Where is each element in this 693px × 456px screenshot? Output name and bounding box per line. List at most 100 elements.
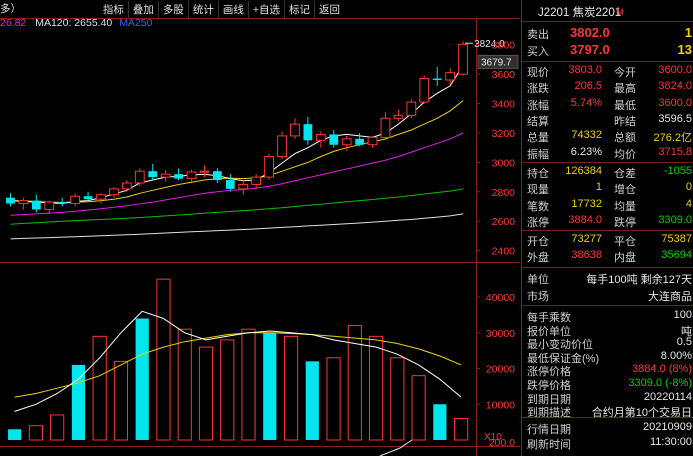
- chart-top-bar: 多） 指标 叠加 多股 统计 画线 +自选 标记 返回: [0, 0, 520, 18]
- indicator-button[interactable]: 指标: [102, 4, 124, 16]
- candle-body: [380, 117, 391, 138]
- statistics-button[interactable]: 统计: [187, 1, 218, 18]
- ma5-line: [10, 65, 464, 205]
- spec-value: 3884.0 (8%): [632, 363, 692, 376]
- candle-body: [186, 171, 197, 180]
- volume-bar: [113, 360, 129, 441]
- stat-label: 涨跌: [527, 83, 549, 96]
- candle-body: [290, 123, 300, 137]
- flow-stat-row: 开仓 73277 平仓 75387: [522, 233, 693, 248]
- spec-value: 20210909: [643, 421, 692, 433]
- spec-value: 100: [673, 309, 692, 321]
- stat-label: 振幅: [527, 148, 549, 161]
- contract-spec-row: 到期描述 合约月第10个交易日: [522, 404, 693, 419]
- quote-stat-row: 振幅 6.23% 均价 3715.8: [522, 146, 693, 161]
- indicator-line: [379, 439, 413, 456]
- volume-bar: [326, 357, 341, 441]
- candle-body: [458, 43, 468, 75]
- candle-body: [70, 195, 81, 205]
- price-axis: 3800 3600 3400 3200 3000 2800 2600 2400 40000 300…: [476, 40, 519, 449]
- spec-label: 到期日期: [527, 393, 571, 406]
- divider: [522, 305, 693, 306]
- add-watchlist-button[interactable]: +自选: [247, 1, 284, 18]
- position-stat-row: 涨停 3884.0 跌停 3309.0: [522, 214, 693, 229]
- volume-bar: [92, 335, 107, 441]
- volume-bar: [263, 332, 277, 440]
- spec-value: 11:30:00: [649, 436, 692, 448]
- spec-value: 吨: [681, 325, 692, 338]
- ma120-line: [10, 213, 464, 240]
- volume-bar: [411, 375, 426, 441]
- spec-label: 最低保证金(%): [527, 352, 600, 365]
- draw-line-button[interactable]: 画线: [217, 1, 248, 18]
- price-tick-label: 3200: [492, 128, 516, 140]
- candle-body: [367, 136, 378, 146]
- stat-value: 3715.8: [658, 145, 692, 158]
- candle-body: [109, 188, 119, 196]
- divider: [522, 267, 693, 268]
- back-label[interactable]: 多）: [0, 3, 21, 15]
- spec-value: 3309.0 (-8%): [628, 377, 692, 389]
- stat-value: 206.5: [574, 80, 602, 93]
- quote-footer-row: 行情日期 20210909: [522, 421, 693, 436]
- candle-body: [406, 101, 417, 116]
- contract-spec-row: 跌停价格 3309.0 (-8%): [522, 377, 693, 392]
- volume-bar: [454, 418, 469, 441]
- mark-button[interactable]: 标记: [284, 1, 314, 18]
- back-button[interactable]: 返回: [314, 1, 344, 18]
- candle-body: [121, 182, 132, 190]
- candle-body: [432, 78, 442, 81]
- contract-title-row: J2201 焦炭2201 M: [522, 4, 693, 19]
- stat-value: 3309.0: [658, 213, 692, 226]
- quote-stat-row: 总量 74332 总额 276.2亿: [522, 129, 693, 144]
- spec-label: 单位: [527, 274, 549, 286]
- stat-label: 外盘: [527, 252, 549, 265]
- candle-body: [57, 202, 67, 204]
- stat-label: 昨结: [614, 115, 636, 128]
- stat-label: 涨停: [527, 216, 549, 229]
- divider: [522, 21, 693, 22]
- volume-tick-label: 20000: [486, 364, 515, 376]
- stat-label: 均价: [614, 148, 636, 161]
- stat-value: 35694: [661, 249, 692, 262]
- current-value-label: 3679.7: [481, 57, 512, 68]
- volume-bar: [71, 364, 86, 440]
- volume-bar: [241, 328, 256, 441]
- spec-label: 跌停价格: [527, 380, 571, 392]
- spec-value: 每手100吨 剩余127天: [586, 274, 692, 286]
- volume-bar: [28, 425, 43, 441]
- volume-bar: [305, 361, 319, 440]
- flow-stat-row: 外盘 38638 内盘 35694: [522, 249, 693, 264]
- price-tick-label: 3000: [492, 157, 516, 169]
- ask-row[interactable]: 卖出 3802.0 1: [522, 25, 693, 42]
- bid-row[interactable]: 买入 3797.0 13: [522, 42, 693, 59]
- kline-chart[interactable]: 3824.0 3800 3600 3400 3200 3000 2800 2600 2400 4…: [0, 0, 520, 456]
- price-tick-label: 2400: [492, 246, 516, 258]
- stat-value: 75387: [661, 233, 692, 245]
- ask-price: 3802.0: [570, 25, 610, 40]
- contract-title: J2201 焦炭2201: [538, 7, 622, 19]
- ma20-line: [10, 132, 464, 216]
- contract-spec-row: 报价单位 吨: [522, 323, 693, 338]
- candle-body: [445, 72, 456, 81]
- candle-body: [225, 180, 235, 189]
- ma-legend-value: 26.82: [0, 17, 27, 29]
- price-tick-label: 2600: [492, 216, 516, 228]
- ma-legend: 26.82 MA120: 2655.40 MA250: [0, 17, 152, 31]
- candle-body: [355, 138, 365, 145]
- volume-bar: [8, 429, 22, 440]
- position-stat-row: 笔数 17732 均量 4: [522, 198, 693, 213]
- stat-value: 73277: [571, 233, 602, 245]
- spec-label: 市场: [527, 290, 549, 303]
- volume-bar: [347, 325, 362, 441]
- volume-unit-label: X10: [484, 432, 502, 443]
- bid-price: 3797.0: [570, 42, 610, 57]
- volume-tick-label: 30000: [486, 328, 515, 340]
- price-tick-label: 2800: [492, 187, 516, 199]
- candle-body: [31, 200, 41, 210]
- stat-value: -1055: [663, 165, 692, 177]
- candle-body: [174, 174, 183, 179]
- candle-body: [148, 171, 158, 178]
- overlay-button[interactable]: 叠加: [127, 1, 158, 18]
- multi-stock-button[interactable]: 多股: [157, 1, 188, 18]
